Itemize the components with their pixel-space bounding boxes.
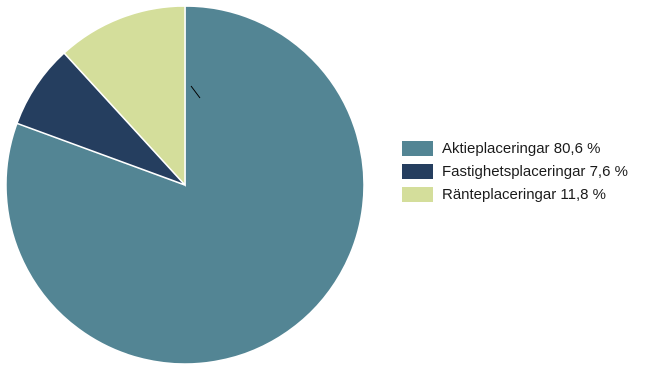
legend: Aktieplaceringar 80,6 % Fastighetsplacer… — [402, 137, 628, 206]
legend-swatch-aktieplaceringar — [402, 141, 433, 156]
legend-label-aktieplaceringar: Aktieplaceringar 80,6 % — [442, 140, 601, 157]
leader-line — [190, 85, 201, 99]
legend-item-aktieplaceringar: Aktieplaceringar 80,6 % — [402, 137, 628, 160]
legend-swatch-ranteplaceringar — [402, 187, 433, 202]
legend-item-fastighetsplaceringar: Fastighetsplaceringar 7,6 % — [402, 160, 628, 183]
legend-label-fastighetsplaceringar: Fastighetsplaceringar 7,6 % — [442, 163, 628, 180]
pie-slices — [5, 5, 365, 365]
legend-item-ranteplaceringar: Ränteplaceringar 11,8 % — [402, 183, 628, 206]
legend-label-ranteplaceringar: Ränteplaceringar 11,8 % — [442, 186, 606, 203]
pie-slice-ranteplaceringar — [63, 5, 186, 187]
legend-swatch-fastighetsplaceringar — [402, 164, 433, 179]
